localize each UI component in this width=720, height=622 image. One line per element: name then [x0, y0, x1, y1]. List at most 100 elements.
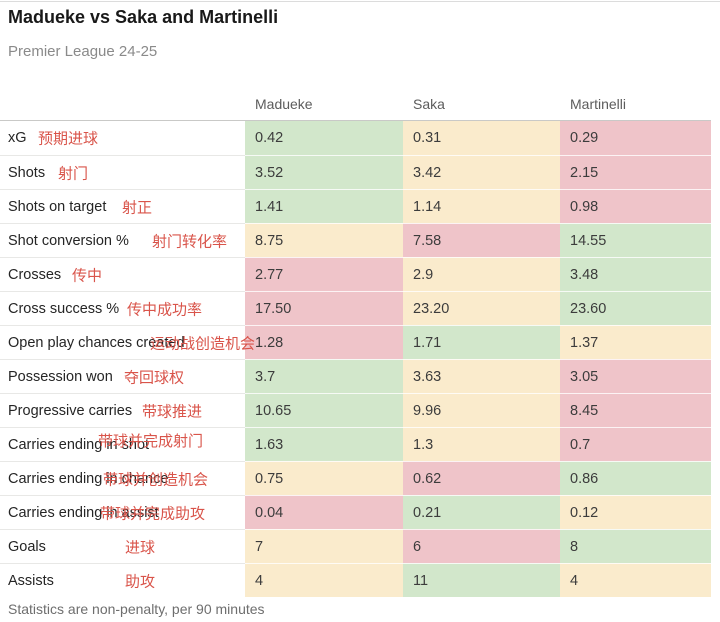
row-label: Goals — [8, 538, 46, 555]
stat-cell: 0.04 — [245, 495, 403, 529]
row-label-cell: Shot conversion % 射门转化率 — [0, 223, 245, 257]
footnote: Statistics are non-penalty, per 90 minut… — [8, 601, 265, 617]
stat-cell: 14.55 — [560, 223, 711, 257]
stat-cell: 0.7 — [560, 427, 711, 461]
table-row: Shots 射门 3.52 3.42 2.15 — [0, 155, 711, 189]
row-annotation-zh: 进球 — [125, 539, 156, 556]
table-row: Possession won 夺回球权 3.7 3.63 3.05 — [0, 359, 711, 393]
table-row: Goals 进球 7 6 8 — [0, 529, 711, 563]
stat-cell: 0.31 — [403, 121, 560, 155]
stat-cell: 3.52 — [245, 155, 403, 189]
table-row: Assists 助攻 4 11 4 — [0, 563, 711, 597]
row-label: Possession won — [8, 368, 113, 385]
table-row: Shot conversion % 射门转化率 8.75 7.58 14.55 — [0, 223, 711, 257]
stat-value: 7 — [255, 538, 264, 555]
row-label: xG — [8, 130, 27, 146]
row-annotation-zh: 射门 — [58, 165, 89, 182]
table-row: Crosses 传中 2.77 2.9 3.48 — [0, 257, 711, 291]
stat-value: 8 — [570, 538, 579, 555]
column-header-martinelli: Martinelli — [570, 95, 627, 112]
row-label-cell: Shots 射门 — [0, 155, 245, 189]
stat-value: 9.96 — [413, 402, 442, 419]
stat-cell: 1.41 — [245, 189, 403, 223]
row-label-cell: Assists 助攻 — [0, 563, 245, 597]
stat-cell: 4 — [245, 563, 403, 597]
stat-value: 1.3 — [413, 436, 434, 453]
stat-cell: 3.63 — [403, 359, 560, 393]
stat-value: 3.52 — [255, 164, 284, 181]
row-annotation-zh: 射正 — [122, 199, 153, 216]
stat-cell: 1.37 — [560, 325, 711, 359]
stat-cell: 0.12 — [560, 495, 711, 529]
stat-cell: 8.45 — [560, 393, 711, 427]
row-label-cell: Crosses 传中 — [0, 257, 245, 291]
stat-value: 0.21 — [413, 504, 442, 521]
row-label-cell: Carries ending in shot 带球并完成射门 — [0, 427, 245, 461]
stat-value: 2.15 — [570, 164, 599, 181]
stat-value: 14.55 — [570, 232, 607, 249]
stat-cell: 23.20 — [403, 291, 560, 325]
table-row: Open play chances created 运动战创造机会 1.28 1… — [0, 325, 711, 359]
stats-table: Madueke Saka Martinelli xG 预期进球 0.42 0.3… — [0, 87, 711, 597]
stat-value: 3.7 — [255, 368, 276, 385]
stat-cell: 7 — [245, 529, 403, 563]
stat-cell: 7.58 — [403, 223, 560, 257]
stat-value: 10.65 — [255, 402, 292, 419]
stat-value: 3.63 — [413, 368, 442, 385]
row-annotation-zh: 传中成功率 — [127, 301, 203, 318]
page-subtitle: Premier League 24-25 — [8, 43, 158, 60]
table-row: xG 预期进球 0.42 0.31 0.29 — [0, 121, 711, 155]
row-label: Carries ending in assist — [8, 504, 159, 521]
row-label: Open play chances created — [8, 334, 185, 351]
stat-cell: 0.98 — [560, 189, 711, 223]
row-annotation-zh: 运动战创造机会 — [150, 335, 256, 352]
stat-value: 0.75 — [255, 470, 284, 487]
stat-value: 2.77 — [255, 266, 284, 283]
table-row: Carries ending in shot 带球并完成射门 1.63 1.3 … — [0, 427, 711, 461]
stat-cell: 2.9 — [403, 257, 560, 291]
row-annotation-zh: 预期进球 — [38, 130, 99, 148]
row-annotation-zh: 夺回球权 — [124, 369, 185, 386]
stat-cell: 0.75 — [245, 461, 403, 495]
row-label: Shots on target — [8, 198, 107, 215]
stat-cell: 3.42 — [403, 155, 560, 189]
stat-value: 7.58 — [413, 232, 442, 249]
stat-cell: 0.86 — [560, 461, 711, 495]
stat-cell: 2.15 — [560, 155, 711, 189]
stat-value: 3.48 — [570, 266, 599, 283]
row-annotation-zh: 带球并完成助攻 — [100, 505, 206, 522]
row-label: Crosses — [8, 266, 62, 283]
row-label-cell: Goals 进球 — [0, 529, 245, 563]
stat-cell: 6 — [403, 529, 560, 563]
stat-value: 1.14 — [413, 198, 442, 215]
stat-cell: 0.29 — [560, 121, 711, 155]
stat-cell: 1.14 — [403, 189, 560, 223]
top-divider — [0, 1, 720, 2]
stat-cell: 0.21 — [403, 495, 560, 529]
stat-value: 6 — [413, 538, 422, 555]
row-annotation-zh: 传中 — [72, 267, 103, 284]
stat-value: 0.42 — [255, 130, 284, 146]
stat-value: 1.28 — [255, 334, 284, 351]
stat-cell: 3.48 — [560, 257, 711, 291]
stat-value: 4 — [255, 572, 264, 589]
stat-cell: 0.42 — [245, 121, 403, 155]
row-annotation-zh: 带球并创造机会 — [103, 471, 209, 488]
stat-value: 1.37 — [570, 334, 599, 351]
row-label-cell: Carries ending in assist 带球并完成助攻 — [0, 495, 245, 529]
stat-value: 23.60 — [570, 300, 607, 317]
table-row: Carries ending in assist 带球并完成助攻 0.04 0.… — [0, 495, 711, 529]
stat-value: 4 — [570, 572, 579, 589]
stat-cell: 8 — [560, 529, 711, 563]
stat-cell: 8.75 — [245, 223, 403, 257]
stat-value: 3.42 — [413, 164, 442, 181]
stat-cell: 11 — [403, 563, 560, 597]
stat-value: 0.62 — [413, 470, 442, 487]
row-label: Cross success % — [8, 300, 120, 317]
stat-cell: 10.65 — [245, 393, 403, 427]
stat-cell: 17.50 — [245, 291, 403, 325]
table-header-row: Madueke Saka Martinelli — [0, 87, 711, 121]
column-header-saka: Saka — [413, 95, 445, 112]
stat-cell: 2.77 — [245, 257, 403, 291]
